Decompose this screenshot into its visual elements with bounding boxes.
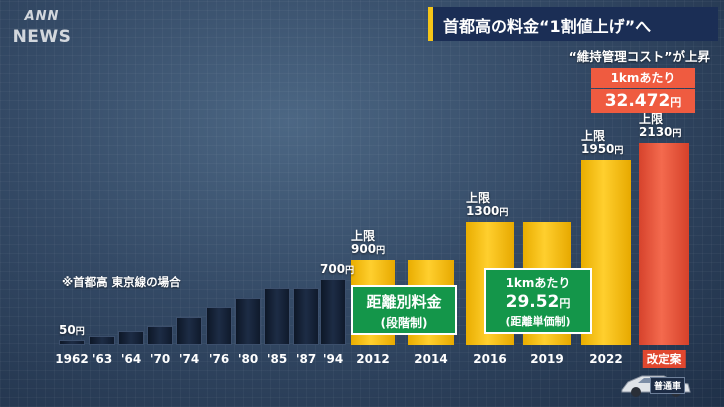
value-label-9: 700円 (320, 261, 355, 276)
per-km-value: 29.52 (505, 292, 560, 312)
distance-fare-box: 距離別料金 (段階制) (351, 285, 457, 335)
title-box: 首都高の料金“1割値上げ”へ (428, 7, 718, 41)
tick-label-0: 1962 (55, 352, 89, 366)
bar-8 (293, 288, 319, 345)
ann-news-logo: ANN NEWS (8, 8, 76, 54)
per-km-value-line: 29.52円 (486, 292, 590, 312)
distance-fare-title: 距離別料金 (366, 293, 442, 311)
value-label-15: 上限 2130円 (639, 112, 682, 140)
tick-label-15: 改定案 (642, 350, 686, 368)
value-label-0: 50円 (59, 323, 85, 338)
per-km-fare-box: 1kmあたり 29.52円 (距離単価制) (484, 268, 592, 334)
tick-label-10: 2012 (356, 352, 390, 366)
tick-label-5: '76 (208, 352, 230, 366)
logo-ann: ANN (24, 9, 60, 24)
bar-1 (89, 335, 115, 345)
tick-label-6: '80 (237, 352, 259, 366)
tick-label-14: 2022 (589, 352, 623, 366)
bar-15 (639, 143, 689, 345)
proposed-per-km-value-line: 32.472円 (591, 89, 695, 113)
bar-7 (264, 288, 290, 345)
bar-9 (320, 278, 346, 345)
bar-2 (118, 330, 144, 345)
tick-label-4: '74 (178, 352, 200, 366)
bar-0 (59, 340, 85, 345)
subtitle: “維持管理コスト”が上昇 (568, 49, 710, 64)
note-text: ※首都高 東京線の場合 (62, 275, 181, 289)
proposed-per-km-value: 32.472 (604, 91, 671, 111)
logo-news: NEWS (12, 27, 72, 47)
page-title: 首都高の料金“1割値上げ”へ (443, 17, 652, 36)
tick-label-2: '64 (120, 352, 142, 366)
tick-label-8: '87 (295, 352, 317, 366)
tick-label-9: '94 (322, 352, 344, 366)
value-label-10: 上限 900円 (351, 228, 386, 256)
tick-label-3: '70 (149, 352, 171, 366)
per-km-unit: 円 (559, 297, 571, 310)
distance-fare-subtitle: (段階制) (380, 316, 428, 330)
tick-label-1: '63 (91, 352, 113, 366)
tick-label-13: 2019 (530, 352, 564, 366)
proposed-per-km-label: 1kmあたり (591, 68, 695, 88)
tick-label-11: 2014 (414, 352, 448, 366)
bar-4 (176, 316, 202, 345)
per-km-note: (距離単価制) (505, 315, 571, 328)
value-label-12: 上限 1300円 (466, 190, 509, 218)
proposed-per-km-box: 1kmあたり 32.472円 (591, 68, 695, 113)
bar-6 (235, 297, 261, 345)
bar-3 (147, 326, 173, 345)
car-type-label: 普通車 (650, 377, 686, 394)
per-km-label: 1kmあたり (505, 276, 571, 290)
value-label-14: 上限 1950円 (581, 129, 624, 157)
tick-label-7: '85 (266, 352, 288, 366)
proposed-per-km-unit: 円 (670, 96, 682, 109)
tick-label-12: 2016 (473, 352, 507, 366)
bar-5 (206, 307, 232, 345)
